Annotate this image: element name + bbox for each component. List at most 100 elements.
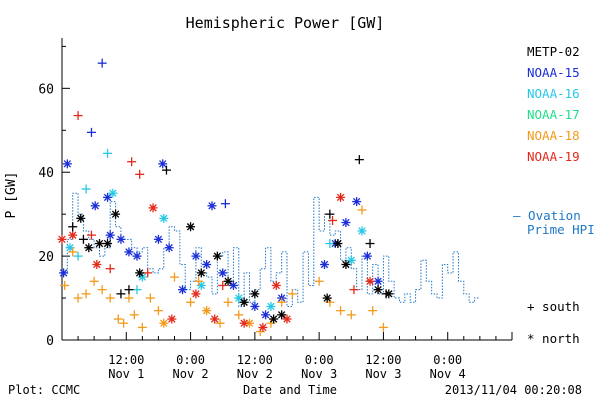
point-south	[116, 289, 126, 299]
point-stroke	[251, 302, 259, 311]
point-north	[357, 226, 367, 236]
point-north	[124, 247, 134, 257]
point-stroke	[269, 315, 278, 323]
point-stroke	[109, 189, 117, 197]
point-stroke	[210, 315, 219, 323]
point-south	[357, 205, 367, 215]
point-north	[373, 276, 383, 286]
point-north	[186, 222, 196, 232]
point-stroke	[336, 193, 345, 202]
point-south	[129, 310, 139, 320]
point-south	[349, 285, 359, 295]
point-south	[346, 310, 356, 320]
chart-title: Hemispheric Power [GW]	[186, 14, 385, 32]
point-stroke	[283, 315, 291, 323]
x-tick-label: 0:00	[433, 353, 462, 367]
point-stroke	[347, 256, 355, 265]
point-stroke	[93, 260, 101, 269]
point-north	[202, 260, 212, 269]
point-north	[212, 251, 222, 261]
x-tick-label: Nov 4	[430, 367, 466, 381]
point-south	[73, 251, 83, 261]
point-stroke	[149, 204, 157, 212]
point-north	[365, 276, 375, 286]
x-tick-label: Nov 2	[237, 367, 273, 381]
point-south	[223, 297, 233, 307]
point-stroke	[186, 223, 195, 231]
point-north	[153, 234, 163, 244]
point-stroke	[168, 315, 176, 323]
point-north	[271, 280, 281, 290]
y-tick-label: 20	[38, 250, 54, 265]
point-stroke	[85, 244, 93, 252]
point-south	[86, 127, 96, 137]
point-north	[207, 201, 217, 211]
point-stroke	[261, 311, 270, 319]
point-south	[81, 289, 91, 299]
point-south	[68, 222, 78, 232]
point-north	[282, 314, 292, 324]
point-stroke	[165, 244, 173, 252]
point-south	[86, 230, 96, 240]
point-stroke	[259, 323, 267, 332]
point-stroke	[219, 269, 227, 277]
point-south	[124, 293, 134, 303]
x-tick-label: Nov 1	[108, 367, 144, 381]
point-south	[277, 297, 287, 307]
point-north	[341, 218, 351, 228]
x-tick-label: 12:00	[237, 353, 273, 367]
point-north	[135, 268, 145, 278]
x-tick-label: 12:00	[108, 353, 144, 367]
point-north	[95, 239, 104, 249]
point-north	[341, 260, 351, 269]
point-north	[68, 230, 78, 240]
point-south	[328, 215, 338, 225]
point-south	[89, 276, 99, 286]
point-north	[132, 251, 142, 261]
point-stroke	[178, 285, 187, 294]
y-tick-labels: 0 20 40 60	[38, 82, 54, 349]
point-stroke	[363, 252, 372, 260]
point-stroke	[117, 235, 125, 244]
point-south	[153, 306, 163, 316]
point-stroke	[240, 298, 248, 306]
point-north	[384, 289, 394, 299]
point-north	[59, 268, 69, 278]
point-stroke	[334, 239, 342, 248]
point-north	[250, 289, 260, 299]
point-stroke	[320, 260, 329, 269]
point-stroke	[192, 290, 200, 298]
point-south	[113, 314, 123, 324]
point-north	[322, 293, 332, 303]
point-stroke	[342, 218, 350, 227]
point-stroke	[342, 260, 350, 269]
point-north	[111, 209, 121, 219]
legend-north: * north	[527, 331, 580, 346]
footer-timestamp: 2013/11/04 00:20:08	[445, 383, 582, 397]
x-tick-label: Nov 2	[173, 367, 209, 381]
point-north	[239, 318, 249, 328]
ovation-step-line	[62, 192, 480, 307]
point-north	[258, 322, 268, 332]
point-stroke	[106, 231, 114, 239]
y-tick-label: 40	[38, 166, 54, 181]
point-south	[124, 285, 134, 295]
point-south	[170, 272, 179, 282]
point-stroke	[202, 260, 211, 269]
legend-item: NOAA-18	[527, 128, 580, 143]
point-stroke	[58, 235, 66, 244]
point-south	[137, 322, 147, 332]
point-stroke	[229, 281, 238, 290]
point-stroke	[103, 239, 112, 248]
point-north	[210, 314, 220, 324]
point-south	[97, 58, 107, 68]
point-stroke	[103, 193, 112, 202]
point-south	[186, 297, 196, 307]
point-stroke	[111, 210, 120, 218]
point-north	[103, 239, 113, 249]
point-north	[137, 272, 147, 282]
point-north	[336, 192, 346, 202]
point-south	[354, 155, 364, 165]
x-tick-label: 12:00	[365, 353, 401, 367]
